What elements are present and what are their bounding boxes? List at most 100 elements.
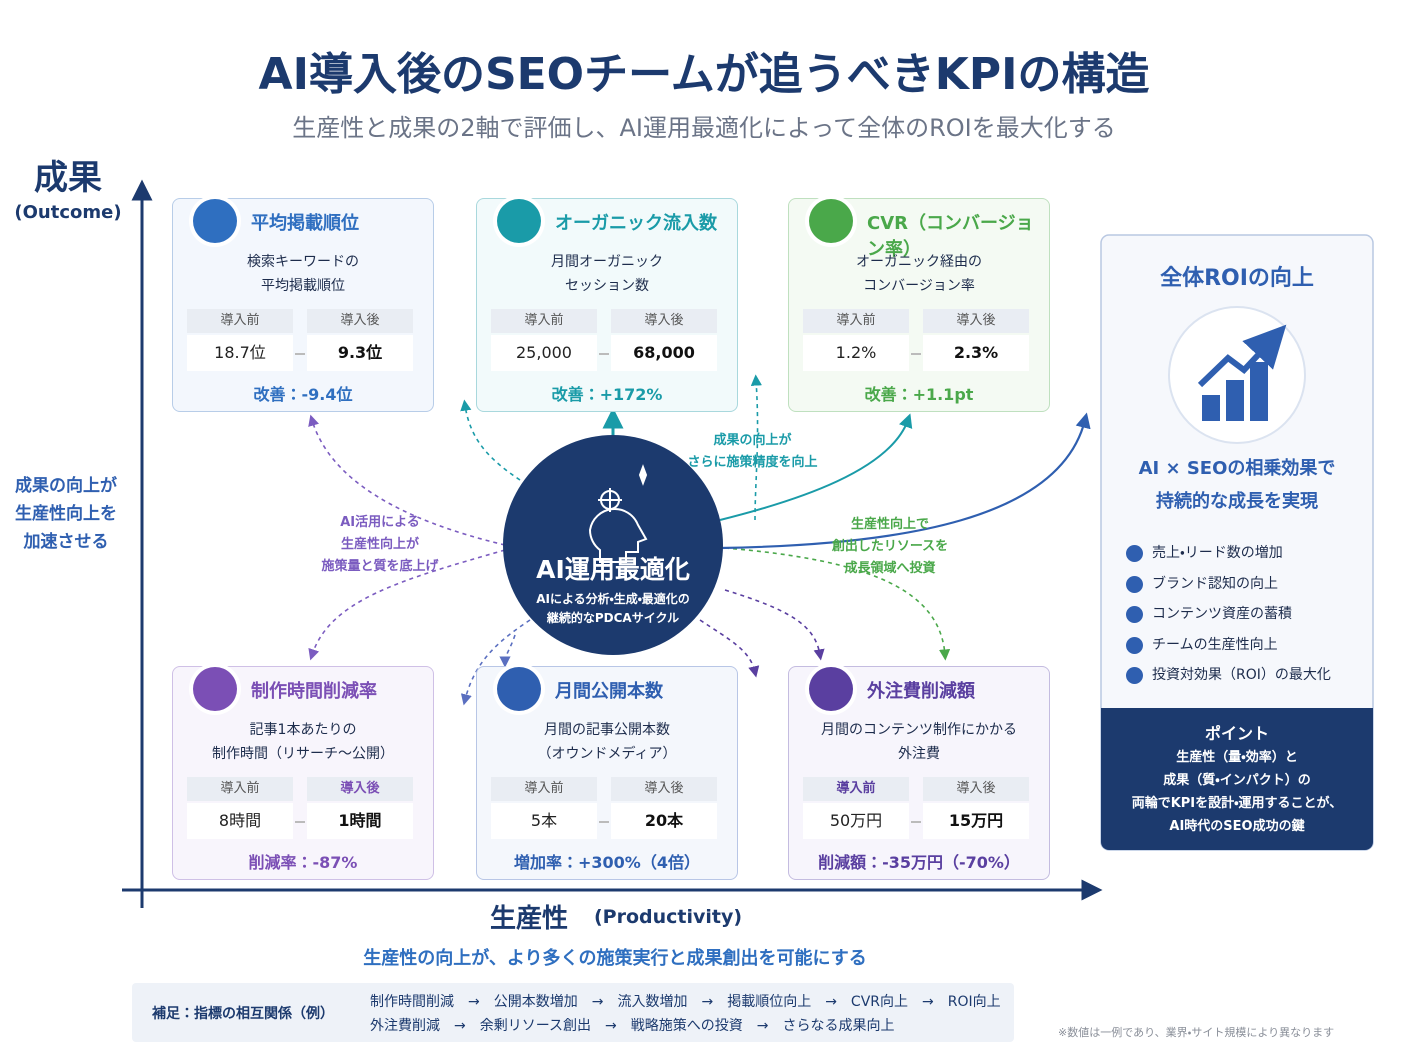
before-value: 25,000 bbox=[491, 335, 597, 371]
after-value: 20本 bbox=[611, 803, 717, 839]
roi-item: ブランド認知の向上 bbox=[1126, 569, 1366, 600]
kpi-card: オーガニック流入数 月間オーガニック セッション数 導入前 導入後 25,000 68,00… bbox=[476, 198, 738, 412]
y-axis-note: 成果の向上が 生産性向上を 加速させる bbox=[0, 472, 132, 556]
card-result: 改善：-9.4位 bbox=[253, 385, 353, 404]
after-label: 導入後 bbox=[923, 777, 1029, 801]
check-icon bbox=[1126, 667, 1143, 684]
check-icon bbox=[1126, 636, 1143, 654]
icon bbox=[809, 199, 853, 243]
before-label: 導入前 bbox=[491, 309, 597, 333]
roi-line: 持続的な成長を実現 bbox=[1156, 491, 1318, 512]
card-result: 改善：+1.1pt bbox=[864, 385, 974, 404]
check-icon bbox=[1126, 606, 1143, 623]
x-axis-sub: (Productivity) bbox=[594, 906, 743, 928]
arrow bbox=[295, 821, 305, 823]
card-result: 削減額：-35万円（-70%） bbox=[818, 853, 1020, 872]
card-title: 平均掲載順位 bbox=[251, 213, 359, 234]
y-axis-label: 成果 bbox=[34, 158, 102, 198]
card-desc: 記事1本あたりの bbox=[249, 722, 357, 738]
card-title: 月間公開本数 bbox=[555, 681, 663, 702]
roi-line: AI × SEOの相乗効果で bbox=[1138, 458, 1336, 479]
title: AI導入後のSEOチームが追うべきKPIの構造 bbox=[258, 49, 1150, 100]
center-circle bbox=[503, 435, 723, 655]
kpi-card: CVR（コンバージョン率） オーガニック経由の コンバージョン率 導入前 導入後 1.2%… bbox=[788, 198, 1050, 412]
flow-right: 生産性向上で 創出したリソースを 成長領域へ投資 bbox=[800, 514, 980, 580]
roi-item-text: コンテンツ資産の蓄積 bbox=[1152, 606, 1292, 622]
center-title: AI運用最適化 bbox=[536, 555, 690, 584]
card-desc: （オウンドメディア） bbox=[537, 746, 677, 762]
roi-items: 売上・リード数の増加ブランド認知の向上 コンテンツ資産の蓄積 チームの生産性向上投資… bbox=[1126, 538, 1366, 691]
icon bbox=[193, 199, 237, 243]
after-label: 導入後 bbox=[923, 309, 1029, 333]
before-value: 1.2% bbox=[803, 335, 909, 371]
roi-item-text: チームの生産性向上 bbox=[1152, 636, 1278, 653]
after-value: 15万円 bbox=[923, 803, 1029, 839]
arrow bbox=[911, 821, 921, 823]
flow-line: AI活用による bbox=[340, 515, 420, 530]
subtitle: 生産性と成果の2軸で評価し、AI運用最適化によって全体のROIを最大化する bbox=[292, 114, 1116, 142]
roi-item: 売上・リード数の増加 bbox=[1126, 538, 1366, 569]
footer-rows: 制作時間削減 → 公開本数増加 → 流入数増加 → 掲載順位向上 → CVR向上… bbox=[370, 990, 1001, 1038]
icon bbox=[809, 667, 853, 711]
before-value: 18.7位 bbox=[187, 335, 293, 371]
flow-line: 施策量と質を底上げ bbox=[321, 559, 439, 574]
roi-item-text: 投資対効果（ROI）の最大化 bbox=[1152, 667, 1331, 683]
after-value: 9.3位 bbox=[307, 335, 413, 371]
x-axis-label: 生産性 bbox=[490, 904, 569, 934]
arrow bbox=[599, 353, 609, 355]
check-icon bbox=[1126, 575, 1143, 593]
center-line: 継続的なPDCAサイクル bbox=[546, 611, 680, 625]
point-line: 両輪でKPIを設計・運用することが、 bbox=[1131, 796, 1343, 811]
point-line: AI時代のSEO成功の鍵 bbox=[1169, 819, 1305, 834]
roi-item: 投資対効果（ROI）の最大化 bbox=[1126, 660, 1366, 691]
footer-row: 制作時間削減 → 公開本数増加 → 流入数増加 → 掲載順位向上 → CVR向上… bbox=[370, 994, 1001, 1010]
roi-title: 全体ROIの向上 bbox=[1160, 266, 1314, 291]
kpi-card: 月間公開本数 月間の記事公開本数 （オウンドメディア） 導入前 導入後 5本 20本 増加率：… bbox=[476, 666, 738, 880]
roi-item: コンテンツ資産の蓄積 bbox=[1126, 599, 1366, 630]
card-desc: オーガニック経由の bbox=[856, 254, 982, 270]
before-value: 8時間 bbox=[187, 803, 293, 839]
card-desc: コンバージョン率 bbox=[863, 278, 975, 294]
card-desc: 月間の記事公開本数 bbox=[544, 722, 670, 738]
card-desc: 月間オーガニック bbox=[551, 254, 663, 270]
y-note-line: 成果の向上が bbox=[15, 476, 117, 496]
card-desc: 平均掲載順位 bbox=[261, 278, 345, 294]
flow-line: 成長領域へ投資 bbox=[844, 561, 936, 576]
before-label: 導入前 bbox=[803, 777, 909, 801]
after-label: 導入後 bbox=[307, 309, 413, 333]
after-value: 1時間 bbox=[307, 803, 413, 839]
y-note-line: 加速させる bbox=[23, 532, 109, 552]
icon bbox=[193, 667, 237, 711]
card-result: 増加率：+300%（4倍） bbox=[514, 853, 700, 872]
arrow bbox=[911, 353, 921, 355]
flow-line: 生産性向上が bbox=[340, 537, 419, 552]
point-title: ポイント bbox=[1204, 724, 1269, 743]
icon bbox=[497, 199, 541, 243]
after-label: 導入後 bbox=[611, 777, 717, 801]
flow-line: さらに施策精度を向上 bbox=[687, 455, 818, 470]
center-line: AIによる分析・生成・最適化の bbox=[536, 592, 690, 606]
footer-label: 補足：指標の相互関係（例） bbox=[152, 1006, 334, 1022]
card-desc: 検索キーワードの bbox=[247, 254, 359, 270]
roi-lines: AI × SEOの相乗効果で 持続的な成長を実現 bbox=[1101, 452, 1373, 518]
before-label: 導入前 bbox=[803, 309, 909, 333]
before-label: 導入前 bbox=[187, 777, 293, 801]
center-lines: AIによる分析・生成・最適化の 継続的なPDCAサイクル bbox=[503, 590, 723, 628]
kpi-card: 外注費削減額 月間のコンテンツ制作にかかる 外注費 導入前 導入後 50万円 15万円 削減額… bbox=[788, 666, 1050, 880]
after-label: 導入後 bbox=[307, 777, 413, 801]
card-title: 外注費削減額 bbox=[867, 681, 975, 702]
flow-left: AI活用による 生産性向上が施策量と質を底上げ bbox=[290, 512, 470, 578]
after-label: 導入後 bbox=[611, 309, 717, 333]
flow-line: 成果の向上が bbox=[713, 433, 792, 448]
roi-item-text: ブランド認知の向上 bbox=[1152, 575, 1278, 592]
card-result: 削減率：-87% bbox=[248, 853, 358, 872]
y-axis-sub: (Outcome) bbox=[14, 202, 122, 223]
before-value: 5本 bbox=[491, 803, 597, 839]
card-desc: セッション数 bbox=[565, 278, 649, 294]
flow-line: 創出したリソースを bbox=[831, 539, 949, 554]
after-value: 2.3% bbox=[923, 335, 1029, 371]
check-icon bbox=[1126, 545, 1143, 562]
card-result: 改善：+172% bbox=[551, 385, 663, 404]
point-line: 生産性（量・効率）と bbox=[1176, 750, 1298, 765]
